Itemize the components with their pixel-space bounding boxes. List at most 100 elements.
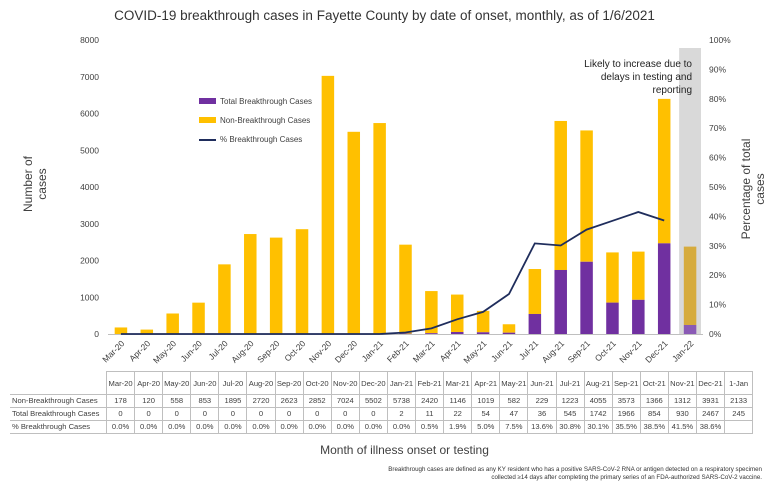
table-cell: 545 bbox=[555, 407, 585, 421]
bar-non-breakthrough bbox=[632, 251, 645, 300]
bar-total-breakthrough bbox=[528, 313, 542, 334]
table-cell: 853 bbox=[190, 394, 220, 408]
table-header-cell: 1-Jan bbox=[724, 371, 754, 395]
table-header-cell: Jul-20 bbox=[218, 371, 248, 395]
y-axis-label: Number of cases bbox=[21, 155, 49, 213]
bar-non-breakthrough bbox=[114, 327, 128, 334]
table-cell: 1146 bbox=[443, 394, 473, 408]
table-row: Total Breakthrough Cases 0 0 0 0 0 0 0 0 0 0 2 11 22 5… bbox=[10, 407, 754, 421]
table-cell: 2623 bbox=[274, 394, 304, 408]
table-cell: 41.5% bbox=[667, 420, 697, 434]
x-tick-label: Oct-21 bbox=[593, 338, 618, 363]
table-cell: 13.6% bbox=[527, 420, 557, 434]
y-tick-label: 0 bbox=[94, 329, 99, 339]
table-row: Non-Breakthrough Cases 178 120 558 853 1895 27… bbox=[10, 394, 754, 408]
bar-non-breakthrough bbox=[502, 324, 516, 333]
bar-non-breakthrough bbox=[657, 98, 671, 244]
bar-non-breakthrough bbox=[244, 234, 257, 334]
y2-tick-label: 0% bbox=[709, 329, 722, 339]
table-header-row: Mar-20 Apr-20 May-20 Jun-20 Jul-20 Aug-20 Sep-… bbox=[10, 371, 754, 395]
x-tick-label: Sep-21 bbox=[566, 338, 593, 365]
bar-total-breakthrough bbox=[683, 324, 697, 334]
table-header-cell: Mar-21 bbox=[443, 371, 473, 395]
table-cell: 120 bbox=[134, 394, 164, 408]
table-cell: 0.0% bbox=[246, 420, 276, 434]
table-cell: 0.0% bbox=[105, 420, 136, 434]
table-header-cell: May-20 bbox=[162, 371, 192, 395]
bar-non-breakthrough bbox=[450, 294, 464, 333]
y-tick-label: 6000 bbox=[80, 109, 99, 119]
chart-title: COVID-19 breakthrough cases in Fayette C… bbox=[114, 8, 655, 23]
bar-non-breakthrough bbox=[192, 302, 205, 334]
line-pct-breakthrough bbox=[120, 211, 665, 335]
bar-non-breakthrough bbox=[166, 313, 179, 334]
y2-tick-label: 60% bbox=[709, 153, 726, 163]
bar-non-breakthrough bbox=[269, 237, 283, 334]
table-row-header: % Breakthrough Cases bbox=[10, 420, 107, 434]
table-cell: 4055 bbox=[583, 394, 613, 408]
table-cell: 0 bbox=[190, 407, 220, 421]
table-header-cell: Jun-21 bbox=[527, 371, 557, 395]
y-tick-label: 1000 bbox=[80, 292, 99, 302]
table-cell: 1966 bbox=[611, 407, 641, 421]
legend-swatch-gold bbox=[199, 117, 216, 123]
table-cell: 35.5% bbox=[611, 420, 641, 434]
y2-tick-label: 50% bbox=[709, 182, 726, 192]
bar-total-breakthrough bbox=[502, 332, 516, 334]
y-tick-label: 3000 bbox=[80, 219, 99, 229]
table-cell: 5502 bbox=[358, 394, 388, 408]
legend-line-navy bbox=[199, 139, 216, 141]
table-header-cell: Dec-20 bbox=[358, 371, 388, 395]
x-tick-label: Jan-22 bbox=[670, 338, 696, 364]
table-header-cell: Apr-21 bbox=[471, 371, 501, 395]
y2-tick-label: 30% bbox=[709, 241, 726, 251]
x-tick-label: Mar-20 bbox=[100, 338, 126, 364]
bar-non-breakthrough bbox=[554, 120, 567, 270]
table-header-cell: Jun-20 bbox=[190, 371, 220, 395]
table-cell: 178 bbox=[105, 394, 136, 408]
x-tick-label: Mar-21 bbox=[411, 338, 437, 364]
table-cell: 1312 bbox=[667, 394, 697, 408]
legend-label: Total Breakthrough Cases bbox=[220, 97, 313, 106]
table-header-cell: Nov-20 bbox=[330, 371, 360, 395]
legend-label: Non-Breakthrough Cases bbox=[220, 116, 311, 125]
table-row: % Breakthrough Cases 0.0% 0.0% 0.0% 0.0% 0.0%… bbox=[10, 420, 754, 434]
x-tick-label: May-20 bbox=[151, 338, 178, 365]
table-header-cell: Mar-20 bbox=[105, 371, 136, 395]
table-cell: 0.0% bbox=[302, 420, 332, 434]
table-header-cell: May-21 bbox=[499, 371, 529, 395]
table-cell: 0 bbox=[330, 407, 360, 421]
table-header-cell: Aug-20 bbox=[246, 371, 276, 395]
footnote-line-1: Breakthrough cases are defined as any KY… bbox=[388, 466, 762, 473]
y-tick-label: 5000 bbox=[80, 145, 99, 155]
table-cell: 0.0% bbox=[134, 420, 164, 434]
data-table: Mar-20 Apr-20 May-20 Jun-20 Jul-20 Aug-20 Sep-… bbox=[10, 371, 754, 434]
table-header-cell: Feb-21 bbox=[415, 371, 445, 395]
table-cell: 7024 bbox=[330, 394, 360, 408]
table-cell: 36 bbox=[527, 407, 557, 421]
bar-non-breakthrough bbox=[321, 75, 335, 335]
table-cell: 0 bbox=[302, 407, 332, 421]
table-cell: 1742 bbox=[583, 407, 613, 421]
table-cell: 30.1% bbox=[583, 420, 613, 434]
table-cell: 5738 bbox=[386, 394, 417, 408]
bar-total-breakthrough bbox=[606, 302, 619, 334]
x-tick-label: Aug-21 bbox=[540, 338, 567, 365]
table-cell: 930 bbox=[667, 407, 697, 421]
table-corner bbox=[10, 372, 107, 395]
table-row-header: Total Breakthrough Cases bbox=[10, 407, 107, 421]
table-cell: 0 bbox=[358, 407, 388, 421]
y2-tick-label: 70% bbox=[709, 123, 726, 133]
y2-axis-label: Percentage of total cases bbox=[739, 138, 767, 240]
bar-non-breakthrough bbox=[683, 246, 697, 325]
table-cell: 245 bbox=[724, 407, 754, 421]
table-cell: 1895 bbox=[218, 394, 248, 408]
table-cell: 0 bbox=[274, 407, 304, 421]
bar-non-breakthrough bbox=[528, 269, 542, 314]
x-tick-label: Feb-21 bbox=[385, 338, 411, 364]
x-tick-label: Dec-20 bbox=[333, 338, 360, 365]
table-cell bbox=[724, 420, 754, 434]
x-tick-label: Jun-20 bbox=[179, 338, 205, 364]
x-tick-label: Apr-20 bbox=[127, 338, 152, 363]
table-cell: 0 bbox=[105, 407, 136, 421]
